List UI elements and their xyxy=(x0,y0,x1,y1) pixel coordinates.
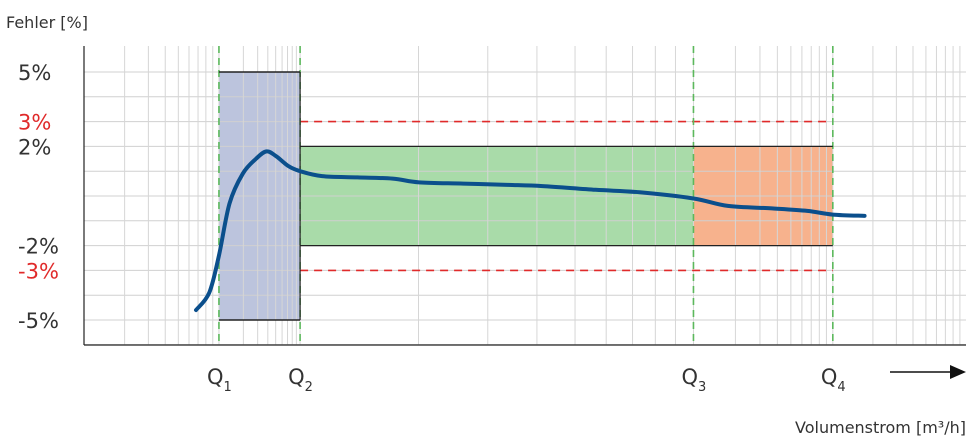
series-line-1 xyxy=(194,149,867,313)
y-tick-label: 2% xyxy=(18,135,51,159)
flow-point-label-q1: Q1 xyxy=(207,365,232,395)
zone-borders xyxy=(218,71,833,321)
flow-point-label-q3: Q3 xyxy=(681,365,706,395)
grid xyxy=(83,46,966,346)
y-tick-labels: 5% 3%2% -2%-3% -5% xyxy=(18,61,59,333)
x-axis-label: Volumenstrom [m³/h] xyxy=(795,418,966,437)
flow-point-labels: Q1 Q2 Q3 Q4 xyxy=(207,365,846,395)
flow-point-label-q4: Q4 xyxy=(821,365,846,395)
y-tick-label: -3% xyxy=(18,259,59,283)
flow-point-label-q2: Q2 xyxy=(288,365,313,395)
arrow-head-icon xyxy=(950,365,966,379)
y-tick-label: -2% xyxy=(18,235,59,259)
series-layer xyxy=(194,149,867,313)
tolerance-lines xyxy=(300,120,833,272)
y-tick-label: -5% xyxy=(18,309,59,333)
axes xyxy=(83,46,966,346)
y-tick-label: 3% xyxy=(18,111,51,135)
x-axis-arrow xyxy=(890,365,966,379)
y-tick-label: 5% xyxy=(18,61,51,85)
y-axis-label: Fehler [%] xyxy=(6,13,88,32)
